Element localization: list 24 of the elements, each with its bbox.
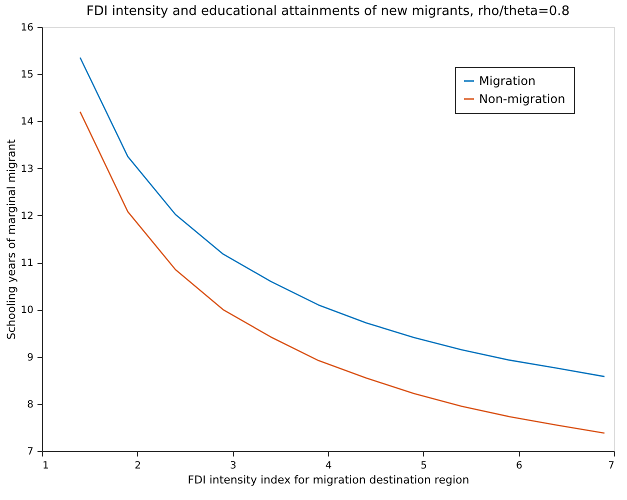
legend-label: Non-migration bbox=[479, 92, 566, 106]
y-tick-label: 8 bbox=[27, 399, 34, 410]
y-tick-label: 7 bbox=[27, 446, 34, 458]
line-series bbox=[79, 56, 606, 378]
y-tick-label: 13 bbox=[20, 164, 34, 175]
x-tick-label: 6 bbox=[516, 460, 522, 472]
legend-label: Migration bbox=[479, 74, 536, 88]
y-tick-label: 16 bbox=[20, 22, 34, 34]
x-tick-label: 2 bbox=[134, 460, 142, 472]
y-tick-label: 14 bbox=[20, 116, 34, 128]
x-axis-title: FDI intensity index for migration destination region bbox=[188, 474, 470, 486]
y-tick-label: 15 bbox=[20, 70, 34, 81]
line-series bbox=[79, 111, 606, 434]
y-tick-label: 9 bbox=[27, 352, 34, 364]
chart-title: FDI intensity and educational attainments of new migrants, rho/theta=0.8 bbox=[86, 4, 570, 19]
x-tick-label: 1 bbox=[42, 460, 49, 472]
y-tick-label: 10 bbox=[20, 305, 34, 316]
x-tick-label: 3 bbox=[230, 460, 236, 472]
x-tick-label: 5 bbox=[420, 460, 428, 472]
y-axis-title: Schooling years of marginal migrant bbox=[4, 138, 18, 340]
y-tick-label: 11 bbox=[20, 258, 34, 270]
y-tick-label: 12 bbox=[20, 210, 34, 222]
x-tick-label: 4 bbox=[325, 460, 332, 472]
x-tick-label: 7 bbox=[608, 460, 614, 472]
